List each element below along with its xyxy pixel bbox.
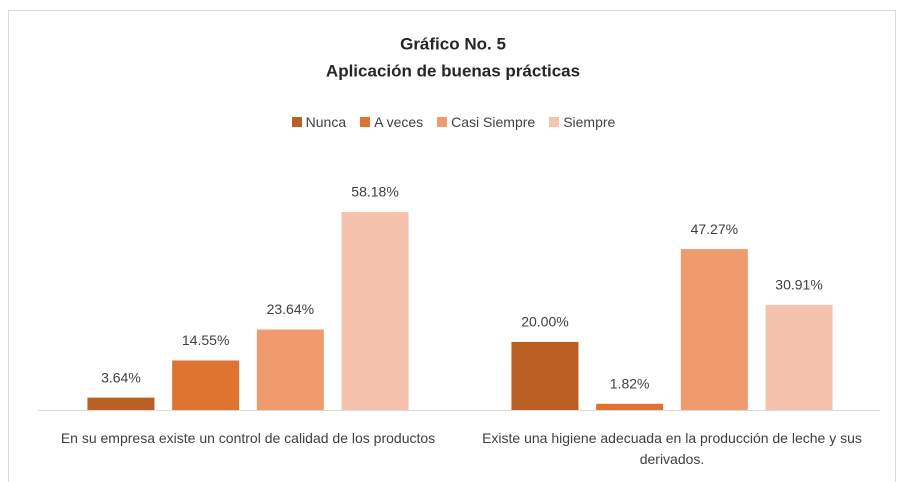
legend-label: Siempre — [563, 114, 616, 130]
data-label: 30.91% — [775, 276, 822, 292]
chart-title: Gráfico No. 5 — [400, 34, 506, 53]
legend-item: Nunca — [291, 114, 347, 130]
legend-label: Casi Siempre — [451, 114, 536, 130]
legend-swatch — [437, 117, 448, 127]
data-label: 47.27% — [691, 221, 738, 237]
bar — [172, 360, 240, 410]
x-tick-label: Existe una higiene adecuada en la produc… — [482, 430, 862, 467]
legend-item: Casi Siempre — [437, 114, 535, 130]
data-label: 14.55% — [182, 332, 229, 348]
data-label: 3.64% — [101, 369, 141, 385]
legend-swatch — [291, 117, 302, 127]
bar — [596, 403, 664, 410]
chart-frame — [8, 10, 896, 482]
legend-label: A veces — [374, 114, 424, 130]
legend-swatch — [549, 117, 560, 127]
bar — [341, 211, 409, 410]
legend-swatch — [360, 117, 371, 127]
x-tick-label: En su empresa existe un control de calid… — [60, 430, 436, 446]
legend-item: Siempre — [549, 114, 615, 130]
data-label: 23.64% — [267, 301, 314, 317]
legend: Nunca A veces Casi Siempre Siempre — [0, 114, 907, 130]
legend-label: Nunca — [305, 114, 347, 130]
data-label: 20.00% — [521, 314, 568, 330]
bar — [680, 249, 748, 410]
chart-subtitle: Aplicación de buenas prácticas — [326, 61, 580, 80]
data-label: 1.82% — [610, 376, 650, 392]
bar — [87, 397, 155, 410]
data-label: 58.18% — [351, 184, 398, 200]
bar — [256, 329, 324, 410]
bar — [765, 304, 833, 410]
legend-item: A veces — [360, 114, 423, 130]
bar — [511, 341, 579, 410]
